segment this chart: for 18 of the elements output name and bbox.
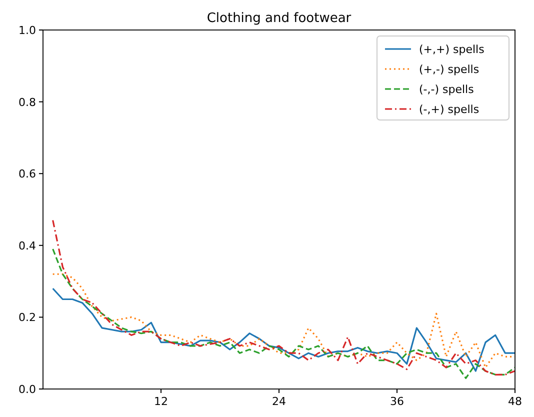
legend-label: (-,+) spells	[419, 103, 480, 116]
x-tick-label: 24	[272, 395, 286, 408]
legend-label: (-,-) spells	[419, 83, 474, 96]
y-tick-label: 0.2	[18, 311, 36, 324]
x-tick-label: 48	[508, 395, 522, 408]
x-tick-label: 12	[154, 395, 168, 408]
line-series	[52, 248, 516, 380]
y-tick-label: 0.8	[18, 96, 36, 109]
line-series	[52, 219, 516, 376]
legend-label: (+,+) spells	[419, 43, 485, 56]
chart-title: Clothing and footwear	[206, 11, 352, 26]
y-tick-label: 0.6	[18, 168, 36, 181]
x-tick-label: 36	[390, 395, 404, 408]
y-tick-label: 0.0	[18, 383, 36, 396]
legend-label: (+,-) spells	[419, 63, 480, 76]
y-tick-label: 0.4	[18, 239, 36, 252]
line-series	[52, 288, 516, 372]
y-tick-label: 1.0	[18, 24, 36, 37]
